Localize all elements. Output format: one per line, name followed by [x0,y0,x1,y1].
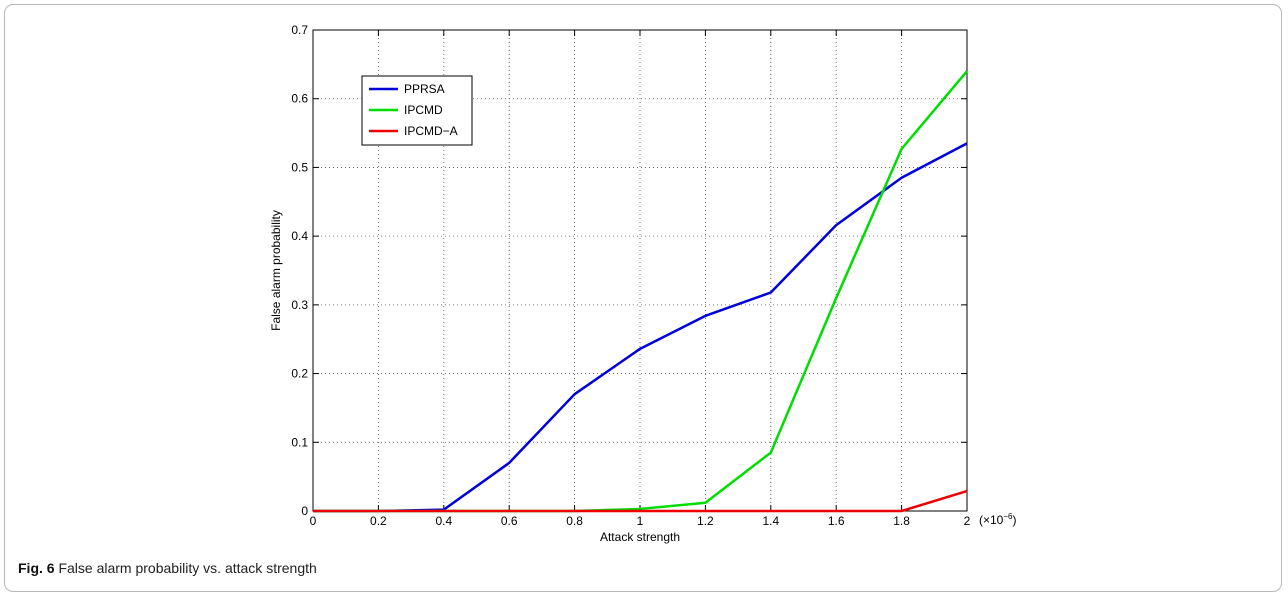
x-tick-label: 1.6 [828,514,845,528]
figure-label: Fig. 6 [18,560,55,576]
legend-entry: PPRSA [404,82,445,96]
x-tick-label: 1.2 [697,514,714,528]
axis-ticks: 0 0.2 0.4 0.6 0.8 1 1.2 1.4 1.6 1.8 2 0 0.1 0.2 0.3 0.4… [291,23,970,528]
y-tick-label: 0.7 [291,23,308,37]
y-tick-label: 0.3 [291,298,308,312]
series-lines [313,70,968,513]
figure-caption: Fig. 6 False alarm probability vs. attac… [18,560,317,576]
x-tick-label: 0.4 [435,514,452,528]
legend-entry: IPCMD [404,103,443,117]
x-axis-multiplier: (×10−6) [979,512,1016,527]
legend: PPRSA IPCMD IPCMD−A [361,75,473,146]
x-tick-label: 1.4 [762,514,779,528]
figure-frame [4,4,1282,592]
x-axis-label: Attack strength [600,530,680,544]
y-tick-label: 0.5 [291,160,308,174]
y-tick-label: 0.1 [291,435,308,449]
figure-caption-text: False alarm probability vs. attack stren… [54,560,317,576]
legend-entry: IPCMD−A [404,124,458,138]
x-tick-label: 0.8 [566,514,583,528]
x-tick-label: 1 [637,514,644,528]
x-tick-label: 0.2 [370,514,387,528]
x-multiplier-exponent: −6 [1003,512,1013,521]
x-tick-label: 0.6 [501,514,518,528]
x-tick-label: 0 [310,514,317,528]
x-multiplier-close: ) [1012,513,1016,527]
series-line-ipcmd-a [313,489,968,513]
y-tick-label: 0.6 [291,92,308,106]
x-tick-label: 1.8 [893,514,910,528]
x-tick-label: 2 [964,514,971,528]
y-tick-label: 0 [301,504,308,518]
y-tick-label: 0.2 [291,367,308,381]
y-tick-label: 0.4 [291,229,308,243]
x-multiplier-base: (×10 [979,513,1004,527]
y-axis-label: False alarm probability [269,210,283,331]
